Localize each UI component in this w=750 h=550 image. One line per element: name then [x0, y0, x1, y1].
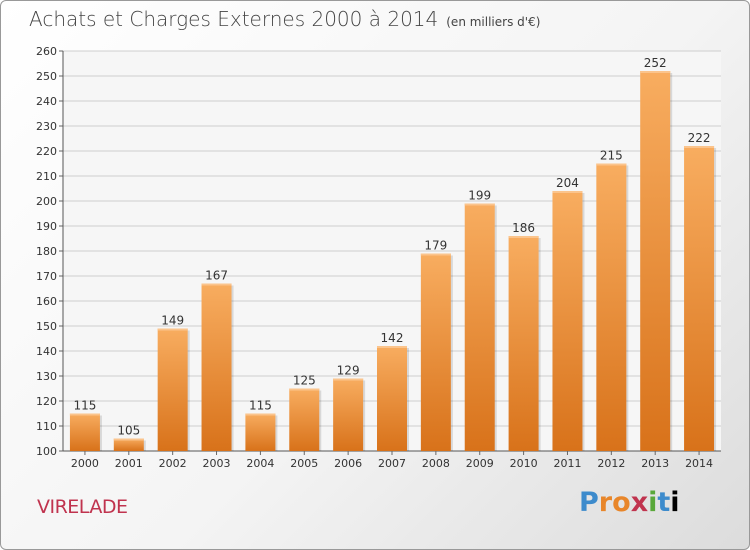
bar-2003: [201, 283, 232, 451]
bar-top-highlight: [333, 378, 364, 381]
x-tick-label: 2007: [378, 457, 406, 470]
data-label: 167: [205, 269, 228, 283]
bar-2002: [157, 328, 188, 451]
data-label: 179: [424, 239, 447, 253]
data-label: 215: [600, 149, 623, 163]
y-tick-label: 100: [36, 445, 57, 458]
bar-2008: [420, 253, 451, 451]
x-tick-label: 2012: [597, 457, 625, 470]
y-tick-label: 180: [36, 245, 57, 258]
x-tick-label: 2014: [685, 457, 713, 470]
bar-2009: [464, 203, 495, 451]
bar-2006: [333, 378, 364, 451]
bar-2004: [245, 413, 276, 451]
bar-top-highlight: [640, 71, 671, 73]
bar-2010: [508, 236, 539, 451]
x-tick-label: 2013: [641, 457, 669, 470]
data-label: 142: [381, 331, 404, 345]
data-label: 222: [688, 131, 711, 145]
data-label: 129: [337, 364, 360, 378]
bar-2012: [596, 163, 627, 451]
x-tick-label: 2003: [203, 457, 231, 470]
data-label: 204: [556, 176, 579, 190]
y-tick-label: 140: [36, 345, 57, 358]
y-tick-label: 210: [36, 170, 57, 183]
y-tick-label: 200: [36, 195, 57, 208]
y-tick-label: 260: [36, 45, 57, 58]
chart-title: Achats et Charges Externes 2000 à 2014: [29, 7, 439, 31]
commune-name: VIRELADE: [37, 496, 128, 518]
bar-2014: [684, 146, 715, 451]
data-label: 252: [644, 56, 667, 70]
data-label: 199: [468, 189, 491, 203]
bar-top-highlight: [289, 388, 320, 391]
y-tick-label: 230: [36, 120, 57, 133]
x-tick-label: 2006: [334, 457, 362, 470]
y-tick-label: 110: [36, 420, 57, 433]
y-tick-label: 170: [36, 270, 57, 283]
data-label: 149: [161, 314, 184, 328]
bar-top-highlight: [684, 146, 715, 148]
bar-2005: [289, 388, 320, 451]
x-tick-label: 2001: [115, 457, 143, 470]
x-tick-label: 2004: [246, 457, 274, 470]
data-label: 115: [249, 399, 272, 413]
y-tick-label: 250: [36, 70, 57, 83]
bar-top-highlight: [157, 328, 188, 331]
data-label: 125: [293, 374, 316, 388]
x-tick-label: 2011: [553, 457, 581, 470]
bar-top-highlight: [508, 236, 539, 238]
bar-top-highlight: [113, 438, 144, 441]
x-tick-label: 2002: [159, 457, 187, 470]
bar-2007: [377, 346, 407, 451]
x-tick-label: 2010: [510, 457, 538, 470]
y-tick-label: 220: [36, 145, 57, 158]
bar-2011: [552, 191, 583, 451]
bar-top-highlight: [552, 191, 583, 193]
bar-top-highlight: [464, 203, 495, 206]
bar-2000: [69, 413, 100, 451]
proxiti-logo: Proxiti: [579, 487, 680, 518]
data-label: 186: [512, 221, 535, 235]
x-tick-label: 2009: [466, 457, 494, 470]
bar-2013: [640, 71, 671, 451]
bar-top-highlight: [69, 413, 100, 416]
bar-2001: [113, 438, 144, 451]
data-label: 115: [73, 399, 96, 413]
bar-top-highlight: [420, 253, 451, 256]
x-tick-label: 2008: [422, 457, 450, 470]
y-tick-label: 120: [36, 395, 57, 408]
chart-unit-note: (en milliers d'€): [446, 15, 541, 29]
y-tick-label: 190: [36, 220, 57, 233]
y-tick-label: 240: [36, 95, 57, 108]
y-tick-label: 130: [36, 370, 57, 383]
data-label: 105: [117, 424, 140, 438]
y-tick-label: 160: [36, 295, 57, 308]
x-tick-label: 2005: [290, 457, 318, 470]
y-tick-label: 150: [36, 320, 57, 333]
x-tick-label: 2000: [71, 457, 99, 470]
bar-top-highlight: [596, 163, 627, 166]
bar-top-highlight: [245, 413, 276, 416]
bar-top-highlight: [201, 283, 232, 286]
chart-title-block: Achats et Charges Externes 2000 à 2014 (e…: [29, 7, 540, 31]
bar-top-highlight: [377, 346, 407, 348]
